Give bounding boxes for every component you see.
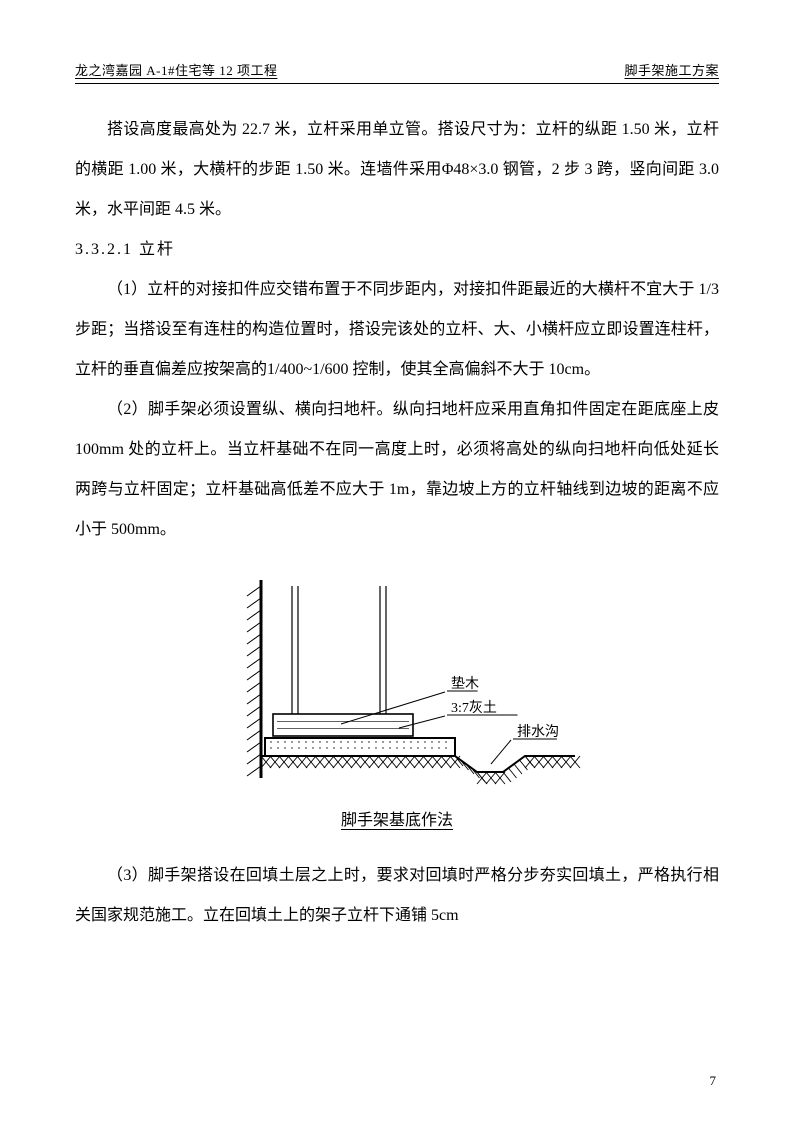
svg-text:垫木: 垫木: [451, 676, 479, 692]
diagram-caption: 脚手架基底作法: [75, 806, 719, 830]
paragraph-2: （1）立杆的对接扣件应交错布置于不同步距内，对接扣件距最近的大横杆不宜大于 1/…: [75, 270, 719, 390]
foundation-diagram: 垫木 3:7灰土排水沟: [197, 568, 597, 792]
header-left: 龙之湾嘉园 A-1#住宅等 12 项工程: [75, 60, 277, 79]
svg-text:3:7灰土: 3:7灰土: [451, 700, 497, 716]
paragraph-3: （2）脚手架必须设置纵、横向扫地杆。纵向扫地杆应采用直角扣件固定在距底座上皮 1…: [75, 390, 719, 550]
document-body-2: （3）脚手架搭设在回填土层之上时，要求对回填时严格分步夯实回填土，严格执行相关国…: [75, 856, 719, 936]
header-right: 脚手架施工方案: [624, 60, 719, 79]
svg-text:排水沟: 排水沟: [517, 724, 559, 740]
page-number: 7: [710, 1073, 717, 1089]
document-body: 搭设高度最高处为 22.7 米，立杆采用单立管。搭设尺寸为：立杆的纵距 1.50…: [75, 110, 719, 550]
page-header: 龙之湾嘉园 A-1#住宅等 12 项工程 脚手架施工方案: [75, 60, 719, 84]
paragraph-1: 搭设高度最高处为 22.7 米，立杆采用单立管。搭设尺寸为：立杆的纵距 1.50…: [75, 110, 719, 230]
diagram-container: 垫木 3:7灰土排水沟: [75, 568, 719, 792]
section-heading: 3.3.2.1 立杆: [75, 230, 719, 270]
paragraph-4: （3）脚手架搭设在回填土层之上时，要求对回填时严格分步夯实回填土，严格执行相关国…: [75, 856, 719, 936]
